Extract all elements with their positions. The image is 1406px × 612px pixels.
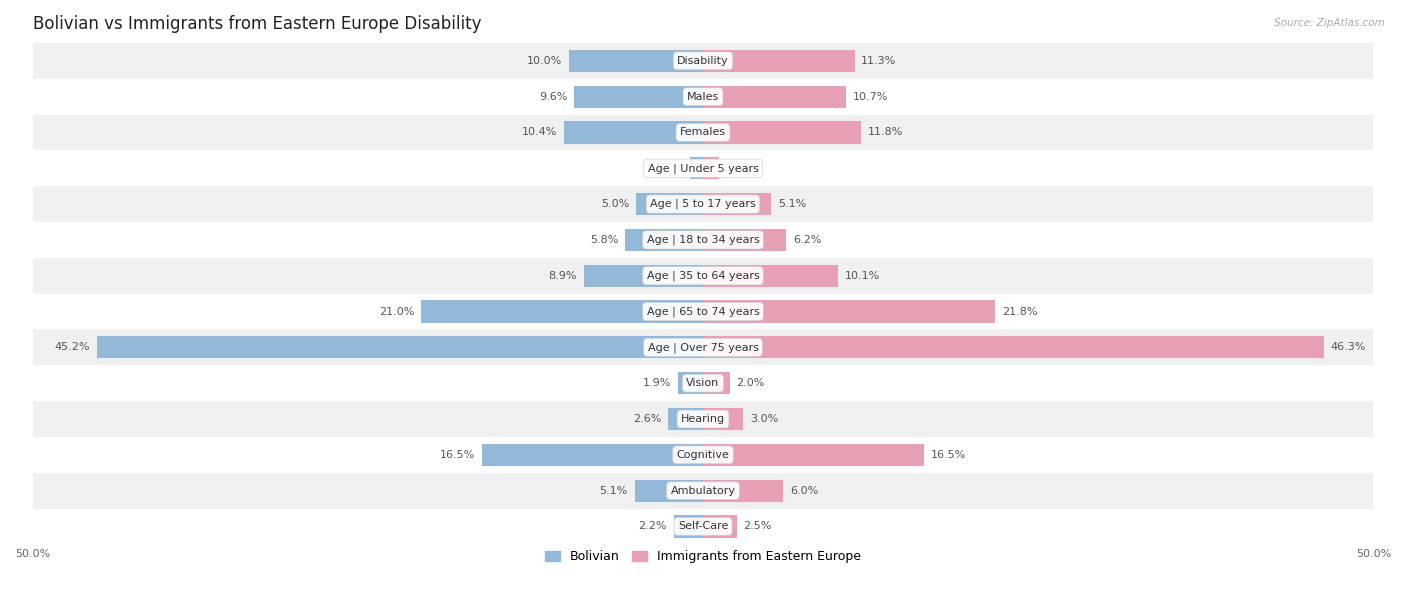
Bar [634,480,703,502]
Text: 6.0%: 6.0% [790,486,818,496]
Text: 8.9%: 8.9% [548,271,576,281]
Bar [703,86,846,108]
Text: 6.2%: 6.2% [793,235,821,245]
Bar [32,365,1374,401]
Bar [703,193,772,215]
Text: 11.8%: 11.8% [868,127,903,138]
Text: 9.6%: 9.6% [540,92,568,102]
Text: 2.5%: 2.5% [744,521,772,531]
Bar [668,408,703,430]
Text: 1.2%: 1.2% [725,163,754,173]
Text: Source: ZipAtlas.com: Source: ZipAtlas.com [1274,18,1385,28]
Bar [32,222,1374,258]
Legend: Bolivian, Immigrants from Eastern Europe: Bolivian, Immigrants from Eastern Europe [540,545,866,568]
Text: 1.0%: 1.0% [655,163,683,173]
Bar [574,86,703,108]
Text: 10.7%: 10.7% [853,92,889,102]
Bar [583,264,703,287]
Text: 5.0%: 5.0% [600,199,630,209]
Bar [703,408,744,430]
Bar [703,515,737,537]
Text: Cognitive: Cognitive [676,450,730,460]
Bar [703,229,786,251]
Text: 1.9%: 1.9% [643,378,671,388]
Text: 2.0%: 2.0% [737,378,765,388]
Bar [32,258,1374,294]
Bar [703,50,855,72]
Bar [32,509,1374,545]
Text: 11.3%: 11.3% [862,56,897,66]
Bar [32,79,1374,114]
Text: Females: Females [681,127,725,138]
Bar [32,329,1374,365]
Text: 10.4%: 10.4% [522,127,557,138]
Text: Age | Over 75 years: Age | Over 75 years [648,342,758,353]
Bar [703,121,862,144]
Text: Hearing: Hearing [681,414,725,424]
Bar [678,372,703,394]
Text: Self-Care: Self-Care [678,521,728,531]
Bar [422,300,703,323]
Text: Bolivian vs Immigrants from Eastern Europe Disability: Bolivian vs Immigrants from Eastern Euro… [32,15,481,33]
Text: 5.8%: 5.8% [591,235,619,245]
Bar [97,336,703,359]
Bar [703,264,838,287]
Bar [569,50,703,72]
Bar [32,186,1374,222]
Bar [32,151,1374,186]
Text: 16.5%: 16.5% [931,450,966,460]
Bar [32,43,1374,79]
Text: Age | 65 to 74 years: Age | 65 to 74 years [647,306,759,317]
Bar [703,300,995,323]
Bar [703,480,783,502]
Text: Ambulatory: Ambulatory [671,486,735,496]
Bar [32,437,1374,472]
Text: Males: Males [688,92,718,102]
Bar [636,193,703,215]
Text: 2.2%: 2.2% [638,521,666,531]
Bar [703,372,730,394]
Bar [689,157,703,179]
Text: 10.0%: 10.0% [527,56,562,66]
Text: 16.5%: 16.5% [440,450,475,460]
Text: Disability: Disability [678,56,728,66]
Bar [482,444,703,466]
Text: 21.0%: 21.0% [380,307,415,316]
Text: 21.8%: 21.8% [1002,307,1038,316]
Text: 2.6%: 2.6% [633,414,661,424]
Bar [703,444,924,466]
Text: Vision: Vision [686,378,720,388]
Text: Age | 18 to 34 years: Age | 18 to 34 years [647,234,759,245]
Text: 10.1%: 10.1% [845,271,880,281]
Text: Age | 5 to 17 years: Age | 5 to 17 years [650,199,756,209]
Text: 45.2%: 45.2% [55,342,90,353]
Bar [32,401,1374,437]
Bar [626,229,703,251]
Bar [32,472,1374,509]
Text: Age | 35 to 64 years: Age | 35 to 64 years [647,271,759,281]
Bar [703,157,718,179]
Text: 3.0%: 3.0% [749,414,778,424]
Text: 5.1%: 5.1% [600,486,628,496]
Text: Age | Under 5 years: Age | Under 5 years [648,163,758,174]
Bar [564,121,703,144]
Text: 5.1%: 5.1% [778,199,806,209]
Bar [32,294,1374,329]
Bar [703,336,1324,359]
Bar [32,114,1374,151]
Bar [673,515,703,537]
Text: 46.3%: 46.3% [1330,342,1365,353]
